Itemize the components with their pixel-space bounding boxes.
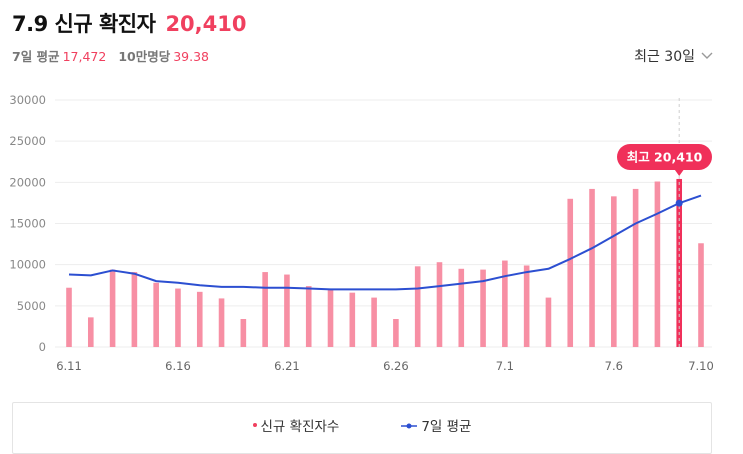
bar — [109, 269, 116, 347]
legend-item-average[interactable]: 7일 평균 — [401, 415, 471, 435]
bar — [436, 262, 443, 347]
bar — [131, 272, 138, 347]
y-tick-label: 10000 — [9, 258, 46, 272]
bar — [502, 260, 508, 347]
average-highlight-point — [675, 199, 683, 207]
per-100k-stat: 10만명당 39.38 — [118, 46, 209, 65]
bar — [87, 317, 94, 347]
x-tick-label: 6.16 — [165, 359, 191, 373]
chart-plot: 0 5000 10000 15000 20000 25000 30000 6.11 6.16 6.… — [9, 93, 714, 373]
legend-label-cases: 신규 확진자수 — [260, 419, 340, 435]
bar — [545, 297, 552, 347]
bar — [175, 288, 181, 347]
bar — [262, 272, 268, 347]
bar — [218, 298, 225, 347]
bar — [414, 266, 421, 347]
bar — [349, 292, 356, 347]
bar — [66, 287, 72, 347]
weekly-average-label: 7일 평균 — [12, 49, 60, 64]
x-tick-label: 7.10 — [688, 359, 714, 373]
per-100k-label: 10만명당 — [118, 49, 171, 64]
bar — [523, 265, 530, 347]
x-tick-label: 7.1 — [496, 359, 514, 373]
period-label: 최근 30일 — [634, 49, 695, 65]
bar — [153, 282, 159, 347]
bar — [567, 198, 574, 347]
bar — [458, 268, 465, 347]
x-tick-label: 6.21 — [274, 359, 300, 373]
y-tick-label: 15000 — [9, 217, 46, 231]
bar — [698, 243, 704, 347]
bar — [611, 196, 617, 347]
bar — [305, 286, 312, 347]
per-100k-value: 39.38 — [173, 49, 210, 64]
bar — [480, 269, 486, 347]
bar — [240, 319, 247, 347]
bar — [393, 319, 399, 347]
legend-line-dot-icon — [401, 417, 418, 433]
chart-header: 7.9 신규 확진자 20,410 7일 평균 17,472 10만명당 39.38 — [12, 8, 246, 65]
bar — [589, 188, 595, 347]
y-tick-label: 0 — [39, 340, 46, 354]
chart-title: 7.9 신규 확진자 — [12, 12, 156, 36]
weekly-average-stat: 7일 평균 17,472 — [12, 46, 106, 65]
legend-item-cases[interactable]: 신규 확진자수 — [252, 415, 340, 435]
y-tick-label: 20000 — [9, 175, 46, 189]
bar — [371, 297, 377, 347]
period-dropdown[interactable]: 최근 30일 — [634, 46, 713, 66]
legend-label-average: 7일 평균 — [421, 419, 472, 435]
bar — [632, 188, 639, 347]
y-tick-label: 30000 — [9, 93, 46, 107]
x-tick-label: 6.11 — [56, 359, 82, 373]
average-line — [68, 194, 702, 291]
peak-callout-pointer — [674, 168, 685, 176]
bar — [196, 291, 203, 347]
legend-dot-icon — [252, 423, 257, 427]
x-tick-label: 6.26 — [383, 359, 409, 373]
x-tick-label: 7.6 — [605, 359, 623, 373]
bar — [654, 181, 661, 347]
bar — [327, 289, 334, 347]
weekly-average-value: 17,472 — [62, 49, 107, 64]
peak-callout — [617, 143, 712, 170]
legend: 신규 확진자수 7일 평균 — [12, 402, 712, 454]
peak-callout-label: 최고 20,410 — [627, 149, 703, 164]
y-tick-label: 5000 — [17, 299, 46, 313]
new-cases-value: 20,410 — [165, 12, 247, 36]
bar — [284, 274, 290, 347]
y-tick-label: 25000 — [9, 134, 46, 148]
chevron-down-icon — [701, 52, 713, 60]
